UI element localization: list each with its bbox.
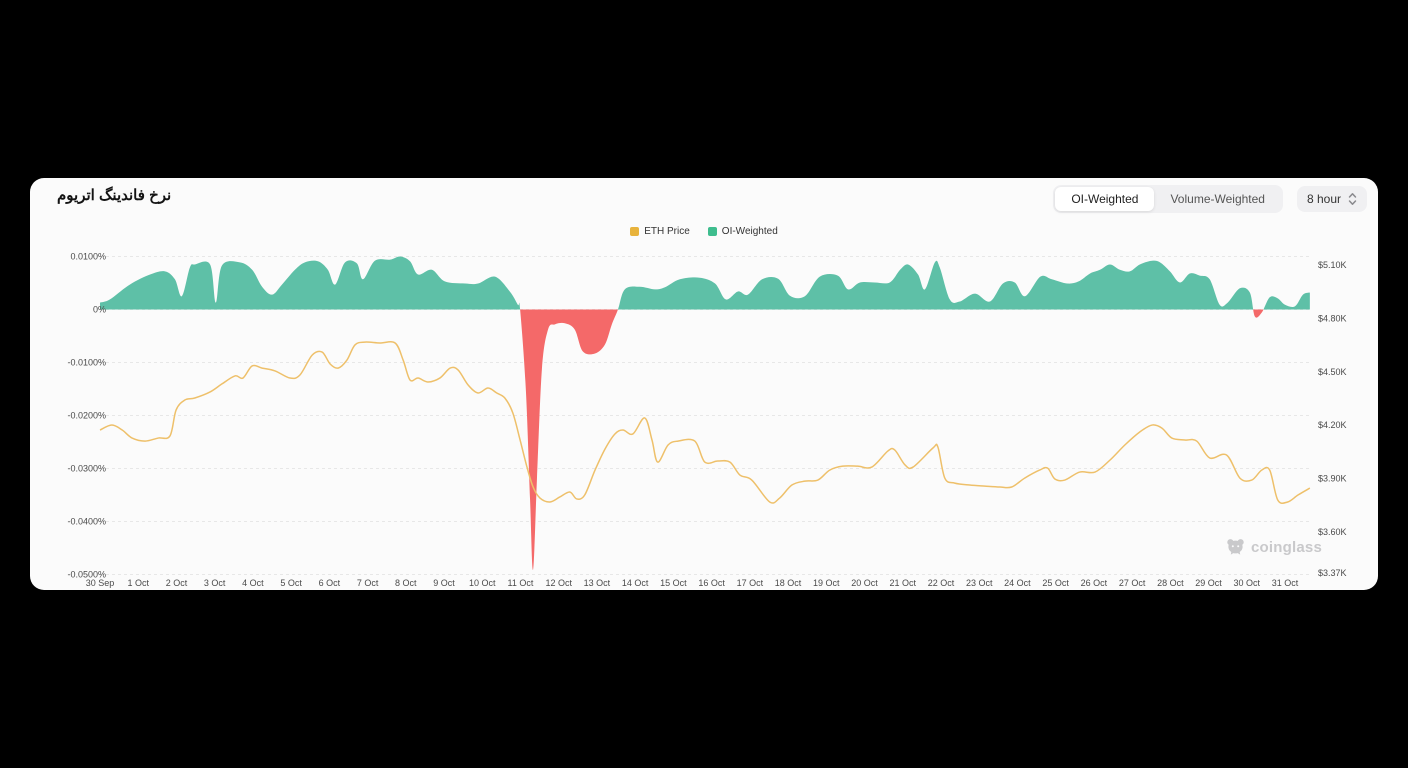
eth-price-line xyxy=(99,341,1311,505)
x-tick-label: 10 Oct xyxy=(469,578,496,588)
watermark-text: coinglass xyxy=(1251,538,1322,556)
x-tick-label: 15 Oct xyxy=(660,578,687,588)
x-tick-label: 19 Oct xyxy=(813,578,840,588)
x-tick-label: 29 Oct xyxy=(1195,578,1222,588)
y-left-tick-label: -0.0400% xyxy=(67,517,106,527)
legend-item: ETH Price xyxy=(630,226,690,237)
legend-label: OI-Weighted xyxy=(721,226,778,237)
x-tick-label: 31 Oct xyxy=(1272,578,1299,588)
x-tick-label: 27 Oct xyxy=(1119,578,1146,588)
chart-canvas: 0.0100% 0% -0.0100% -0.0200% -0.0300% -0.0400… xyxy=(67,252,1347,589)
x-tick-label: 22 Oct xyxy=(928,578,955,588)
y-right-tick-label: $4.80K xyxy=(1318,313,1347,323)
chevron-updown-icon xyxy=(1348,193,1357,205)
y-left-tick-label: -0.0500% xyxy=(67,570,106,580)
coinglass-watermark: coinglass xyxy=(1226,538,1322,556)
x-tick-label: 23 Oct xyxy=(966,578,993,588)
plot-area: 0.0100% 0% -0.0100% -0.0200% -0.0300% -0.0400… xyxy=(30,178,1378,590)
x-tick-label: 2 Oct xyxy=(166,578,188,588)
x-tick-label: 14 Oct xyxy=(622,578,649,588)
x-tick-label: 21 Oct xyxy=(889,578,916,588)
chart-card: نرخ فاندینگ اتریوم OI-Weighted Volume-We… xyxy=(30,178,1378,590)
y-right-tick-label: $3.60K xyxy=(1318,527,1347,537)
page-title: نرخ فاندینگ اتریوم xyxy=(57,187,172,204)
interval-select[interactable]: 8 hour xyxy=(1296,186,1367,212)
x-tick-label: 9 Oct xyxy=(433,578,455,588)
coinglass-logo-icon xyxy=(1227,539,1244,555)
x-tick-label: 7 Oct xyxy=(357,578,379,588)
x-tick-label: 16 Oct xyxy=(698,578,725,588)
y-left-tick-label: -0.0100% xyxy=(67,358,106,368)
legend-label: ETH Price xyxy=(644,226,690,237)
x-tick-label: 3 Oct xyxy=(204,578,226,588)
y-right-tick-label: $3.90K xyxy=(1318,474,1347,484)
x-tick-label: 5 Oct xyxy=(280,578,302,588)
x-tick-label: 17 Oct xyxy=(737,578,764,588)
y-right-tick-label: $3.37K xyxy=(1318,568,1347,578)
x-tick-label: 6 Oct xyxy=(319,578,341,588)
legend-swatch-icon xyxy=(707,227,717,236)
x-tick-label: 1 Oct xyxy=(127,578,149,588)
funding-area-positive xyxy=(100,256,1310,310)
x-tick-label: 26 Oct xyxy=(1081,578,1108,588)
x-tick-label: 8 Oct xyxy=(395,578,417,588)
y-right-tick-label: $5.10K xyxy=(1318,260,1347,270)
y-left-tick-label: -0.0300% xyxy=(67,464,106,474)
x-tick-label: 20 Oct xyxy=(851,578,878,588)
x-tick-label: 12 Oct xyxy=(545,578,572,588)
legend: ETH Price OI-Weighted xyxy=(30,226,1378,237)
x-tick-label: 28 Oct xyxy=(1157,578,1184,588)
volume-weighted-button[interactable]: Volume-Weighted xyxy=(1154,187,1281,211)
x-tick-label: 11 Oct xyxy=(508,578,534,588)
y-right-tick-label: $4.20K xyxy=(1318,420,1347,430)
legend-swatch-icon xyxy=(630,227,640,236)
x-tick-label: 18 Oct xyxy=(775,578,802,588)
interval-label: 8 hour xyxy=(1306,192,1341,206)
x-tick-label: 24 Oct xyxy=(1004,578,1031,588)
y-left-tick-label: 0.0100% xyxy=(70,252,106,262)
oi-weighted-button[interactable]: OI-Weighted xyxy=(1055,187,1155,211)
x-axis-labels: 30 Sep 1 Oct 2 Oct 3 Oct 4 Oct 5 Oct 6 Oct 7 Oc… xyxy=(86,578,1299,588)
y-right-tick-label: $4.50K xyxy=(1318,367,1347,377)
y-left-tick-label: -0.0200% xyxy=(67,411,106,421)
y-axis-right-labels: $5.10K $4.80K $4.50K $4.20K $3.90K $3.60K $3.3… xyxy=(1318,260,1347,578)
x-tick-label: 30 Sep xyxy=(86,578,115,588)
x-tick-label: 13 Oct xyxy=(584,578,611,588)
y-left-tick-label: 0% xyxy=(93,305,106,315)
x-tick-label: 30 Oct xyxy=(1234,578,1261,588)
legend-item: OI-Weighted xyxy=(707,226,778,237)
chart-controls: OI-Weighted Volume-Weighted 8 hour xyxy=(1053,185,1367,213)
y-axis-left-labels: 0.0100% 0% -0.0100% -0.0200% -0.0300% -0.0400… xyxy=(67,252,106,580)
x-tick-label: 25 Oct xyxy=(1042,578,1069,588)
weight-toggle-group: OI-Weighted Volume-Weighted xyxy=(1053,185,1283,213)
x-tick-label: 4 Oct xyxy=(242,578,264,588)
